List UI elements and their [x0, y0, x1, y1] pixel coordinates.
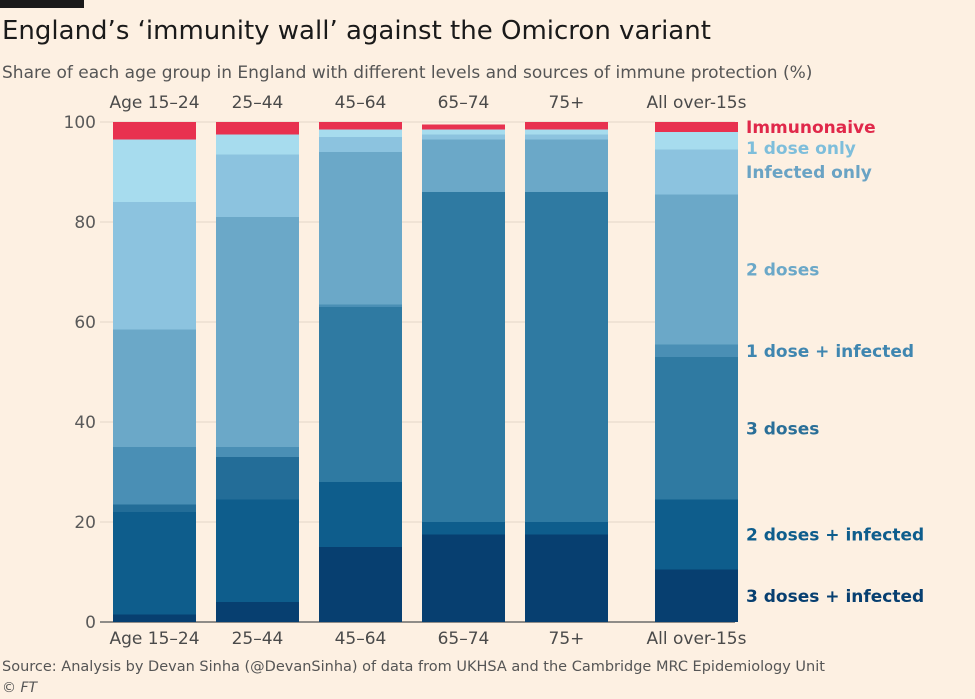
stacked-bar-chart: 0 20 40 60 80 100 Age 15–24 Age 15–24 25–44 25–44…	[64, 93, 925, 649]
category-label: All over-15s	[647, 93, 747, 113]
source-note: Source: Analysis by Devan Sinha (@DevanS…	[2, 659, 825, 675]
bar-segment	[319, 304, 402, 307]
bar-segment	[525, 129, 608, 135]
bar-segment	[655, 149, 738, 195]
bar-segment	[216, 217, 299, 447]
bar-segment	[319, 129, 402, 137]
bar-segment	[216, 457, 299, 500]
category-label: 45–64	[335, 629, 387, 649]
bar-segment	[655, 122, 738, 132]
legend-label: Infected only	[746, 163, 872, 183]
bar-segment	[113, 512, 196, 615]
bar-segment	[319, 307, 402, 482]
category-label: All over-15s	[647, 629, 747, 649]
bar-segment	[422, 522, 505, 535]
bar-segment	[113, 614, 196, 622]
bar-segment	[422, 139, 505, 192]
y-tick-label: 80	[74, 213, 96, 233]
y-tick-label: 20	[74, 513, 96, 533]
bar-segment	[113, 139, 196, 202]
credit: © FT	[2, 680, 38, 696]
bar-segment	[655, 569, 738, 622]
y-tick-label: 0	[85, 613, 96, 633]
chart-title: England’s ‘immunity wall’ against the Om…	[2, 16, 711, 46]
bar-segment	[655, 357, 738, 500]
category-label: 75+	[549, 629, 585, 649]
category-label: 45–64	[335, 93, 387, 113]
y-tick-label: 40	[74, 413, 96, 433]
legend-label: 3 doses	[746, 419, 819, 439]
bar-segment	[319, 547, 402, 622]
bar-segment	[525, 522, 608, 535]
bar-segment	[655, 344, 738, 357]
category-label: 25–44	[232, 93, 284, 113]
category-label: Age 15–24	[109, 629, 199, 649]
bar-segment	[319, 152, 402, 305]
category-label: 25–44	[232, 629, 284, 649]
bar-segment	[655, 499, 738, 570]
bar-segment	[113, 447, 196, 505]
bar-segment	[525, 139, 608, 192]
bar-segment	[113, 504, 196, 512]
legend-label: 1 dose only	[746, 139, 856, 159]
category-label: 75+	[549, 93, 585, 113]
bar-segment	[422, 192, 505, 522]
bar-segment	[216, 122, 299, 135]
y-tick-label: 100	[64, 113, 96, 133]
brand-bar	[0, 0, 84, 8]
legend-label: 2 doses + infected	[746, 526, 924, 546]
bar-segment	[655, 194, 738, 345]
bar-segment	[216, 134, 299, 155]
bar-segment	[422, 124, 505, 130]
legend-label: 3 doses + infected	[746, 587, 924, 607]
category-label: Age 15–24	[109, 93, 199, 113]
bar-segment	[319, 482, 402, 547]
legend-label: 1 dose + infected	[746, 342, 914, 362]
chart-subtitle: Share of each age group in England with …	[2, 63, 813, 83]
bar-segment	[216, 499, 299, 602]
bar-segment	[422, 134, 505, 140]
bar-segment	[525, 192, 608, 522]
category-label: 65–74	[438, 629, 490, 649]
bar-segment	[319, 122, 402, 130]
bar-segment	[113, 202, 196, 330]
bar-segment	[216, 602, 299, 622]
bar-segment	[113, 329, 196, 447]
bar-segment	[216, 447, 299, 457]
legend-label: 2 doses	[746, 261, 819, 281]
bar-segment	[525, 534, 608, 622]
bar-segment	[113, 122, 196, 140]
legend-label: Immunonaive	[746, 118, 876, 138]
bar-segment	[525, 134, 608, 140]
bar-segment	[216, 154, 299, 217]
y-tick-label: 60	[74, 313, 96, 333]
bar-segment	[655, 132, 738, 150]
bar-segment	[319, 137, 402, 152]
bar-segment	[525, 122, 608, 130]
bar-segment	[422, 534, 505, 622]
category-label: 65–74	[438, 93, 490, 113]
bar-segment	[422, 129, 505, 135]
